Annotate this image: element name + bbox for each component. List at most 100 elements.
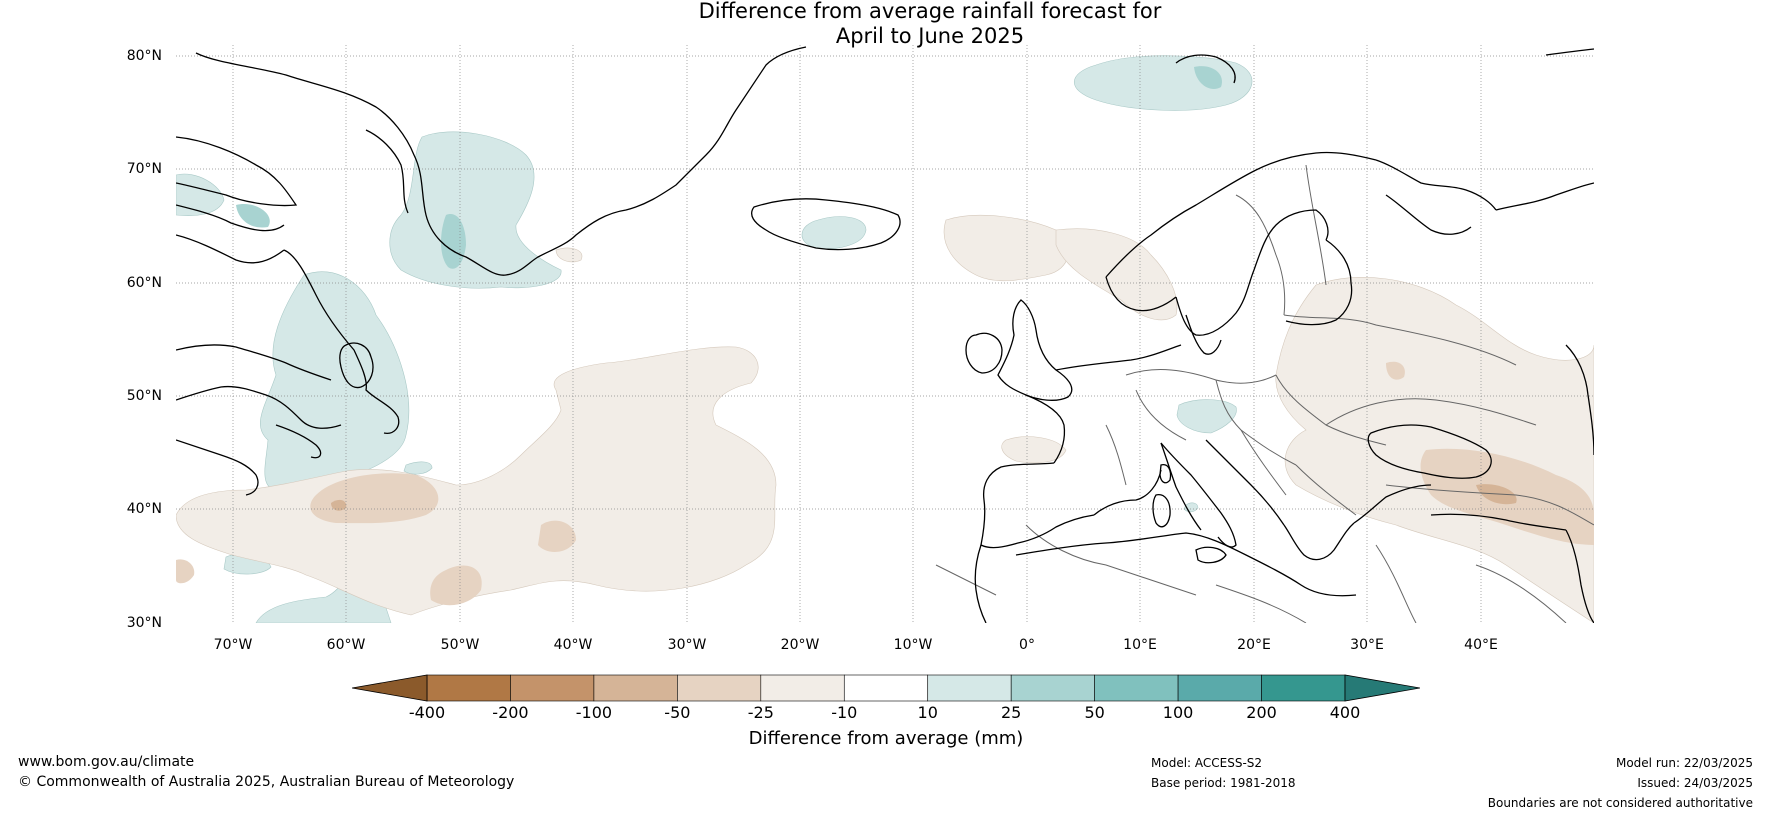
coast-italy-west — [1160, 442, 1202, 531]
dry-area-labrador-sea — [555, 247, 583, 263]
lon-label-30w: 30°W — [667, 637, 707, 653]
coast-baffin — [176, 204, 285, 232]
wet-area-east-greenland — [389, 131, 562, 289]
lat-label-40n: 40°N — [126, 501, 162, 517]
wet-strong-svalbard — [1194, 66, 1222, 89]
dry-area-norwegian-sea — [943, 215, 1069, 282]
dry-area-scandinavia — [1055, 228, 1178, 321]
colorbar-cell — [1261, 674, 1346, 702]
lat-label-30n: 30°N — [126, 615, 162, 631]
lon-label-30e: 30°E — [1350, 637, 1384, 653]
coast-white-sea — [1385, 194, 1472, 235]
map-title-line2: April to June 2025 — [835, 24, 1025, 48]
coast-aegean — [1353, 484, 1432, 524]
coast-adriatic-east — [1205, 439, 1285, 526]
lon-label-20e: 20°E — [1237, 637, 1271, 653]
colorbar-arrow-high — [1344, 674, 1420, 702]
colorbar-tick-label: -200 — [492, 703, 529, 722]
coast-norway — [1105, 151, 1377, 278]
dry-mod-atlantic-sw — [430, 565, 482, 606]
coast-black-sea — [1367, 424, 1492, 479]
website-link[interactable]: www.bom.gov.au/climate — [18, 754, 195, 770]
wet-area-hudson — [176, 173, 225, 216]
colorbar-tick-label: -50 — [664, 703, 691, 722]
wet-strong-hudson — [236, 204, 270, 228]
lon-label-20w: 20°W — [780, 637, 820, 653]
coast-sardinia — [1152, 494, 1171, 528]
coast-gb — [997, 299, 1073, 401]
coast-france-med — [1093, 469, 1162, 516]
lon-label-60w: 60°W — [326, 637, 366, 653]
coast-france-low — [1055, 344, 1182, 371]
model-name: Model: ACCESS-S2 — [1151, 756, 1263, 770]
dry-strong-atlantic — [331, 499, 347, 511]
lat-label-60n: 60°N — [126, 275, 162, 291]
colorbar-cell — [426, 674, 511, 702]
lon-label-40e: 40°E — [1464, 637, 1498, 653]
lon-label-40w: 40°W — [553, 637, 593, 653]
dry-area-iberia-sea — [1001, 436, 1067, 464]
coastlines — [176, 46, 1594, 623]
wet-area-svalbard — [1074, 55, 1253, 111]
colorbar-tick-label: 25 — [1000, 703, 1022, 722]
coast-quebec — [176, 344, 332, 381]
colorbar — [352, 674, 1420, 702]
lon-label-10w: 10°W — [893, 637, 933, 653]
colorbar-cell — [927, 674, 1012, 702]
coast-gulf-stlawrence — [176, 385, 342, 429]
coast-sicily — [1195, 546, 1227, 564]
colorbar-tick-label: 400 — [1329, 703, 1361, 722]
colorbar-cell — [593, 674, 678, 702]
colorbar-tick-label: 10 — [917, 703, 938, 722]
colorbar-tick-label: -100 — [575, 703, 613, 722]
coast-newfoundland — [339, 342, 374, 389]
coast-north-africa — [1015, 532, 1357, 597]
coast-nova-scotia — [275, 424, 322, 459]
coast-kola — [1375, 159, 1497, 211]
lat-label-50n: 50°N — [126, 388, 162, 404]
country-borders — [935, 164, 1594, 623]
colorbar-cell — [843, 674, 929, 702]
coast-canada-arctic — [176, 136, 298, 207]
lat-label-80n: 80°N — [126, 48, 162, 64]
coast-east-us — [176, 439, 259, 496]
colorbar-cell — [1010, 674, 1095, 702]
colorbar-tick-label: -400 — [408, 703, 446, 722]
coast-turkey-south — [1430, 513, 1567, 531]
coast-sweden-baltic — [1175, 209, 1329, 336]
coast-labrador — [283, 249, 400, 434]
wet-area-alps — [1176, 399, 1237, 434]
colorbar-arrow-low — [352, 674, 428, 702]
coast-iceland — [751, 198, 901, 251]
wet-area-sw4 — [403, 461, 433, 475]
coast-russia-north — [1495, 182, 1594, 211]
coast-denmark — [1185, 314, 1222, 355]
lat-label-70n: 70°N — [126, 161, 162, 177]
coast-caspian — [1565, 344, 1594, 456]
colorbar-tick-label: 100 — [1162, 703, 1194, 722]
lon-label-70w: 70°W — [213, 637, 253, 653]
map-title: Difference from average rainfall forecas… — [0, 0, 1770, 49]
colorbar-cell — [760, 674, 845, 702]
lon-label-10e: 10°E — [1123, 637, 1157, 653]
anomaly-shading — [176, 55, 1594, 623]
dry-mod-atlantic-mid — [538, 520, 576, 552]
lon-label-0: 0° — [1019, 637, 1035, 653]
colorbar-cell — [677, 674, 762, 702]
coast-greenland — [195, 46, 807, 276]
coast-corsica — [1159, 464, 1172, 484]
issued-date: Issued: 24/03/2025 — [1637, 776, 1753, 790]
coast-novaya — [1545, 48, 1594, 56]
coast-italy — [1160, 442, 1237, 548]
coast-labrador-west — [176, 234, 285, 264]
coast-biscay — [1025, 394, 1066, 464]
colorbar-cell — [1177, 674, 1262, 702]
coast-greece — [1283, 522, 1355, 561]
dry-mod-atlantic-west — [310, 473, 439, 524]
colorbar-cell — [510, 674, 595, 702]
wet-area-labrador — [259, 271, 410, 491]
coast-finland — [1285, 239, 1353, 326]
coast-east-med — [1565, 529, 1594, 623]
colorbar-tick-label: -10 — [831, 703, 858, 722]
coast-svalbard — [1175, 54, 1236, 84]
